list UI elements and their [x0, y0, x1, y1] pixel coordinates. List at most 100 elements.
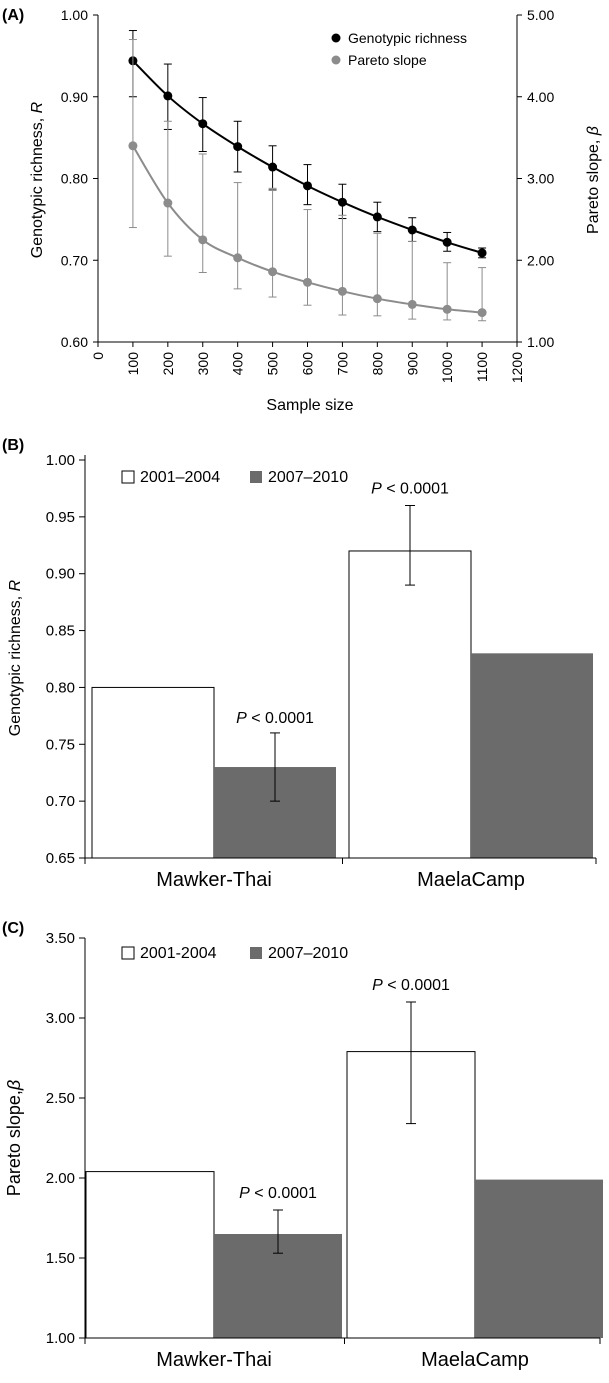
panel-a-genotypic-richness-point [163, 91, 173, 101]
panel-b-y-axis-title: Genotypic richness, R [7, 579, 24, 736]
panel-a-y-right-tick-label: 2.00 [527, 252, 554, 268]
panel-b-p-value: < 0.0001 [382, 480, 449, 497]
panel-b-p-value-annotation: P < 0.0001 [371, 480, 449, 497]
panel-a-pareto-slope-point [337, 286, 347, 296]
panel-b-p-symbol: P [371, 480, 382, 497]
panel-a-x-tick-label: 1100 [474, 352, 490, 382]
panel-b-legend-2001-2004-swatch [121, 470, 135, 484]
panel-c-p-value: < 0.0001 [250, 1185, 317, 1202]
panel-a-y-left-tick-label: 0.70 [61, 252, 88, 268]
panel-a-genotypic-richness-point [372, 212, 382, 222]
panel-b-y-tick-label: 0.90 [46, 566, 75, 583]
panel-b-p-symbol: P [236, 710, 247, 727]
panel-b-p-value-annotation: P < 0.0001 [236, 710, 314, 727]
panel-a-pareto-slope-point [128, 141, 138, 151]
panel-c-y-tick-label: 2.00 [46, 1170, 75, 1187]
panel-a-x-tick-label: 800 [369, 352, 385, 376]
axis-title-symbol: R [7, 579, 24, 591]
panel-a-pareto-slope-point [233, 253, 243, 263]
panel-b-category-label: Mawker-Thai [156, 869, 272, 891]
panel-a-genotypic-richness-point [442, 237, 452, 247]
panel-a-pareto-slope-point [372, 294, 382, 304]
panel-a-x-tick-label: 300 [195, 352, 211, 376]
panel-a-pareto-slope-point [477, 308, 487, 318]
panel-a-x-tick-label: 1000 [439, 352, 455, 383]
panel-b-chart: (B) 0.65 0.70 0.75 0.80 0.85 0.90 0.95 1.00 Maw… [2, 437, 597, 891]
panel-c-bar-maelacamp-2007-2010 [475, 1179, 603, 1338]
panel-a-x-tick-label: 700 [334, 352, 350, 376]
panel-a-y-right-tick-label: 3.00 [527, 171, 554, 187]
panel-b-bar-maelacamp-2007-2010 [471, 653, 593, 858]
panel-a-label: (A) [2, 7, 24, 24]
panel-c-y-tick-label: 3.00 [46, 1010, 75, 1027]
panel-a-x-tick-label: 200 [160, 352, 176, 376]
panel-a-genotypic-richness-point [407, 225, 417, 235]
panel-b-legend-2007-2010-label: 2007–2010 [268, 469, 348, 486]
panel-b-p-value: < 0.0001 [247, 710, 314, 727]
panel-b-y-tick-label: 0.65 [46, 850, 75, 867]
panel-a-pareto-slope-point [268, 267, 278, 277]
panel-c-y-tick-label: 1.00 [46, 1330, 75, 1347]
panel-c-y-axis-title: Pareto slope,β [4, 1080, 24, 1196]
panel-a-legend-genotypic-richness-marker [331, 33, 341, 43]
panel-b-y-tick-label: 0.75 [46, 736, 75, 753]
panel-b-bar-mawker-thai-2001-2004 [91, 686, 215, 859]
panel-a-pareto-slope-point [407, 299, 417, 309]
panel-a-genotypic-richness-point [477, 248, 487, 258]
panel-a-y-right-tick-label: 5.00 [527, 7, 554, 23]
panel-c-legend-2001-2004-label: 2001-2004 [140, 945, 217, 962]
panel-c-y-tick-label: 1.50 [46, 1250, 75, 1267]
panel-a-pareto-slope-point [303, 277, 312, 287]
panel-a-x-tick-label: 1200 [509, 352, 525, 383]
panel-c-label: (C) [2, 920, 24, 937]
panel-a-genotypic-richness-point [198, 119, 208, 129]
panel-b-legend-2001-2004-label: 2001–2004 [140, 469, 220, 486]
panel-c-p-symbol: P [372, 977, 383, 994]
panel-a-x-tick-label: 500 [265, 352, 281, 376]
panel-c-p-symbol: P [239, 1185, 250, 1202]
panel-c-p-value: < 0.0001 [383, 977, 450, 994]
panel-b-y-tick-label: 1.00 [46, 452, 75, 469]
panel-a-y-axis-title-left: Genotypic richness, R [29, 101, 46, 258]
panel-a-x-tick-label: 100 [125, 352, 141, 376]
panel-a-y-left-tick-label: 0.80 [61, 171, 88, 187]
panel-a-chart: (A) 0.60 0.70 0.80 0.90 1.00 1.00 2.00 3.00 4.0… [2, 7, 602, 414]
panel-c-legend-2001-2004-swatch [121, 946, 135, 960]
panel-c-y-tick-label: 2.50 [46, 1090, 75, 1107]
panel-b-y-tick-label: 0.85 [46, 623, 75, 640]
panel-b-legend: 2001–2004 2007–2010 [121, 469, 348, 486]
panel-a-genotypic-richness-point [337, 197, 347, 207]
axis-title-symbol: R [29, 101, 46, 113]
panel-c-legend-2007-2010-label: 2007–2010 [268, 945, 348, 962]
panel-c-chart: (C) 1.00 1.50 2.00 2.50 3.00 3.50 Mawker-Thai… [2, 920, 603, 1371]
panel-c-legend-2007-2010-swatch [250, 947, 262, 959]
panel-c-category-label: MaelaCamp [421, 1349, 529, 1371]
panel-c-p-value-annotation: P < 0.0001 [372, 977, 450, 994]
panel-a-x-axis-title: Sample size [266, 397, 353, 414]
panel-a-x-tick-label: 600 [300, 352, 316, 376]
panel-a-legend-pareto-slope-label: Pareto slope [348, 52, 427, 68]
panel-a-genotypic-richness-point [233, 142, 243, 152]
panel-a-y-left-label: Genotypic richness, [29, 113, 46, 258]
panel-a-pareto-slope-point [163, 198, 173, 208]
panel-a-genotypic-richness-point [268, 162, 278, 172]
panel-c-bar-mawker-thai-2001-2004 [85, 1171, 215, 1339]
panel-a-pareto-slope-point [198, 235, 208, 245]
panel-c-y-tick-label: 3.50 [46, 930, 75, 947]
panel-a-y-left-tick-label: 0.60 [61, 334, 88, 350]
panel-a-x-tick-label: 0 [90, 352, 106, 360]
panel-b-legend-2007-2010-swatch [250, 471, 262, 483]
panel-a-y-left-tick-label: 0.90 [61, 89, 88, 105]
panel-b-label: (B) [2, 437, 24, 454]
panel-a-legend-pareto-slope-marker [331, 55, 341, 65]
panel-c-p-value-annotation: P < 0.0001 [239, 1185, 317, 1202]
panel-a-legend-genotypic-richness-label: Genotypic richness [348, 30, 467, 46]
panel-a-y-right-tick-label: 4.00 [527, 89, 554, 105]
panel-b-category-label: MaelaCamp [417, 869, 525, 891]
panel-a-y-right-tick-label: 1.00 [527, 334, 554, 350]
panel-a-x-tick-label: 400 [230, 352, 246, 376]
panel-a-pareto-slope-point [442, 304, 452, 314]
panel-a-x-tick-label: 900 [404, 352, 420, 376]
panel-b-y-tick-label: 0.80 [46, 679, 75, 696]
panel-a-genotypic-richness-point [303, 181, 312, 191]
